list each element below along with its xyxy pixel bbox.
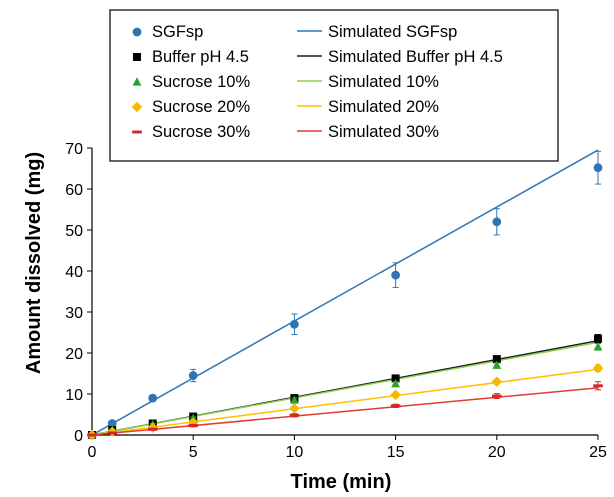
- data-point: [290, 319, 299, 329]
- data-point: [391, 270, 400, 280]
- data-point: [148, 393, 158, 403]
- data-point: [390, 389, 401, 401]
- data-point: [593, 384, 603, 388]
- x-tick-label: 20: [488, 444, 506, 461]
- data-point: [289, 413, 300, 417]
- data-point: [391, 378, 400, 388]
- y-tick-label: 60: [65, 182, 83, 199]
- y-tick-label: 20: [65, 346, 83, 363]
- data-point: [592, 362, 604, 374]
- y-axis-title: Amount dissolved (mg): [23, 152, 45, 374]
- data-point: [147, 427, 158, 431]
- x-tick-label: 25: [589, 444, 607, 461]
- x-tick-label: 5: [189, 444, 198, 461]
- data-point: [391, 374, 400, 383]
- legend-marker: [131, 101, 143, 113]
- legend-label: Simulated 20%: [328, 98, 439, 116]
- y-tick-label: 0: [74, 428, 83, 445]
- x-axis-title: Time (min): [291, 471, 392, 493]
- legend-label: Simulated Buffer pH 4.5: [328, 48, 503, 66]
- data-point: [492, 394, 502, 398]
- legend-label: Sucrose 20%: [152, 98, 250, 116]
- legend-marker: [133, 53, 141, 61]
- legend-label: Sucrose 10%: [152, 73, 250, 91]
- data-points: [86, 150, 604, 441]
- data-point: [390, 404, 401, 408]
- data-point: [492, 360, 502, 369]
- y-tick-label: 10: [65, 387, 83, 404]
- legend-marker: [132, 27, 142, 37]
- data-point: [593, 342, 603, 351]
- legend: SGFsp Buffer pH 4.5 Sucrose 10% Sucrose 20%…: [109, 9, 559, 162]
- legend-label: Simulated SGFsp: [328, 23, 457, 41]
- y-tick-label: 30: [65, 305, 83, 322]
- data-point: [290, 395, 299, 404]
- axes: 0 5 10 15 20 25 0 10 20 30 40 50 60 70: [65, 141, 607, 461]
- legend-label: Sucrose 30%: [152, 123, 250, 141]
- data-point: [492, 217, 502, 227]
- y-tick-label: 40: [65, 264, 83, 281]
- legend-label: SGFsp: [152, 23, 203, 41]
- x-tick-label: 15: [387, 444, 405, 461]
- data-point: [188, 424, 198, 428]
- legend-box: [109, 9, 559, 162]
- data-point: [491, 376, 502, 387]
- y-tick-label: 70: [65, 141, 83, 158]
- data-point: [492, 355, 501, 364]
- x-tick-label: 0: [88, 444, 97, 461]
- simulated-line: [91, 149, 599, 436]
- data-point: [289, 403, 300, 414]
- data-point: [107, 431, 118, 435]
- x-tick-label: 10: [286, 444, 304, 461]
- legend-marker: [132, 130, 142, 134]
- data-point: [593, 163, 603, 173]
- legend-marker: [132, 77, 142, 86]
- simulated-line: [91, 368, 599, 436]
- data-point: [87, 433, 97, 437]
- data-point: [147, 422, 158, 433]
- legend-label: Buffer pH 4.5: [152, 48, 249, 66]
- simulated-line: [91, 387, 599, 436]
- data-point: [188, 371, 198, 380]
- legend-label: Simulated 10%: [328, 73, 439, 91]
- legend-label: Simulated 30%: [328, 123, 439, 141]
- simulated-lines: [91, 149, 599, 436]
- data-point: [594, 334, 602, 343]
- y-tick-label: 50: [65, 223, 83, 240]
- simulated-line: [91, 341, 599, 436]
- data-point: [107, 419, 117, 428]
